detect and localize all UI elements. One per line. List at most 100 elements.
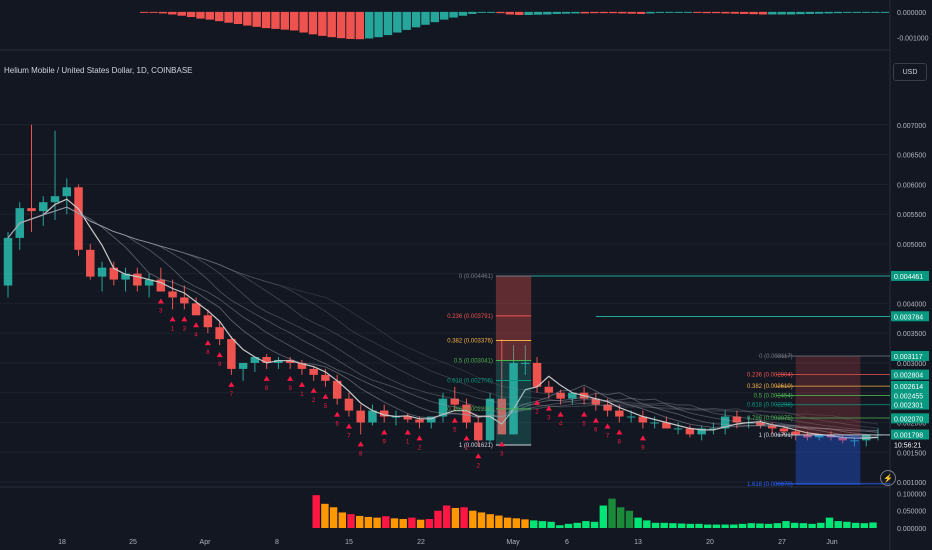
sell-signal-triangle — [498, 441, 505, 447]
volume-bar — [538, 521, 547, 528]
volume-bar — [808, 523, 816, 528]
candle-body — [615, 410, 624, 417]
candle-body — [156, 279, 166, 292]
sequence-number: 3 — [547, 416, 551, 422]
sell-signal-triangle — [287, 375, 294, 381]
x-axis-label: 25 — [129, 539, 137, 546]
oscillator-bar — [786, 11, 796, 15]
sell-signal-triangle — [639, 435, 646, 441]
sequence-number: 3 — [183, 326, 187, 332]
oscillator-bar — [599, 11, 608, 14]
oscillator-bar — [833, 11, 843, 14]
volume-bar — [573, 522, 581, 528]
oscillator-bar — [205, 11, 215, 20]
oscillator-bar — [768, 11, 777, 15]
oscillator-bar — [402, 11, 411, 30]
volume-bar — [460, 507, 468, 528]
candle-body — [650, 422, 659, 424]
volume-bar — [860, 523, 868, 528]
oscillator-bar — [440, 11, 449, 20]
oscillator-bar — [140, 11, 149, 13]
oscillator-bar — [215, 11, 224, 22]
candle-body — [697, 428, 706, 435]
fib-level-label: 1 (0.001791) — [759, 433, 793, 439]
oscillator-bar — [243, 11, 252, 26]
price-scale-label: 0.002804 — [894, 373, 923, 380]
sell-signal-triangle — [381, 429, 388, 435]
y-tick-label: 0.001500 — [897, 450, 926, 457]
oscillator-bar — [290, 11, 299, 31]
sequence-number: 5 — [453, 428, 457, 434]
candle-body — [27, 208, 36, 212]
volume-bar — [338, 512, 346, 528]
oscillator-bar — [665, 11, 674, 13]
currency-button[interactable]: USD — [893, 63, 927, 81]
oscillator-bar — [618, 11, 627, 14]
oscillator-bar — [580, 11, 590, 14]
y-tick-label: 0.005500 — [897, 212, 926, 219]
candle-body — [862, 434, 871, 441]
candle-body — [344, 398, 354, 411]
sequence-number: 2 — [312, 398, 316, 404]
volume-bar — [590, 521, 599, 528]
sequence-number: 9 — [288, 386, 292, 392]
oscillator-bar — [655, 11, 665, 13]
volume-bar — [486, 514, 494, 528]
fib-zone-upper — [495, 275, 532, 361]
moving-average-line — [7, 206, 879, 429]
oscillator-bar — [515, 11, 524, 15]
volume-bar — [747, 523, 755, 528]
oscillator-bar — [177, 11, 186, 16]
fib-level-label: 0.786 (0.002229) — [447, 407, 493, 413]
sequence-number: 4 — [194, 332, 198, 338]
price-scale-label-bg — [891, 270, 929, 281]
oscillator-bar — [393, 11, 402, 33]
price-scale-label-bg — [891, 399, 929, 410]
fib-level-label: 0.618 (0.002298) — [747, 403, 793, 409]
oscillator-bar — [590, 11, 599, 14]
volume-bar — [773, 523, 781, 528]
y-tick-label: 0.003500 — [897, 331, 926, 338]
oscillator-bar — [271, 11, 280, 29]
sell-signal-triangle — [216, 352, 223, 358]
volume-tick-label: 0.100000 — [897, 491, 926, 498]
candle-body — [850, 440, 859, 442]
volume-bar — [669, 523, 677, 528]
candle-body — [791, 431, 800, 435]
volume-bar — [686, 523, 694, 528]
candle-body — [3, 237, 13, 286]
sell-signal-triangle — [463, 435, 470, 441]
sell-signal-triangle — [404, 429, 411, 435]
candle-body — [779, 428, 789, 432]
oscillator-bar — [646, 11, 655, 14]
price-scale-label-bg — [891, 350, 929, 361]
candle-body — [39, 202, 48, 212]
sell-signal-triangle — [475, 453, 482, 459]
x-axis-label: 13 — [634, 539, 642, 546]
volume-bar — [617, 507, 625, 528]
candle-body — [368, 410, 377, 423]
y-tick-label: 0.003000 — [897, 361, 926, 368]
candle-body — [673, 428, 683, 430]
fib-level-label: 0 (0.004461) — [459, 274, 493, 280]
candle-body — [626, 416, 636, 418]
oscillator-bar — [730, 11, 740, 14]
oscillator-bar — [365, 11, 374, 39]
volume-bar — [434, 510, 442, 528]
y-tick-label: 0.002000 — [897, 420, 926, 427]
price-scale-label: 0.004461 — [894, 274, 923, 281]
volume-bar — [817, 522, 825, 528]
sequence-number: 6 — [594, 428, 598, 434]
candle-body — [86, 249, 95, 277]
sell-signal-triangle — [322, 393, 329, 399]
volume-bar — [564, 523, 573, 528]
volume-bar — [582, 521, 590, 528]
fib-level-label: 1.618 (0.000970) — [747, 482, 793, 488]
lightning-icon[interactable]: ⚡ — [880, 470, 896, 486]
volume-bar — [443, 505, 451, 528]
price-scale-label-bg — [891, 429, 929, 440]
y-tick-label: 0.007000 — [897, 123, 926, 130]
sell-signal-triangle — [616, 429, 623, 435]
oscillator-bar — [383, 11, 393, 36]
